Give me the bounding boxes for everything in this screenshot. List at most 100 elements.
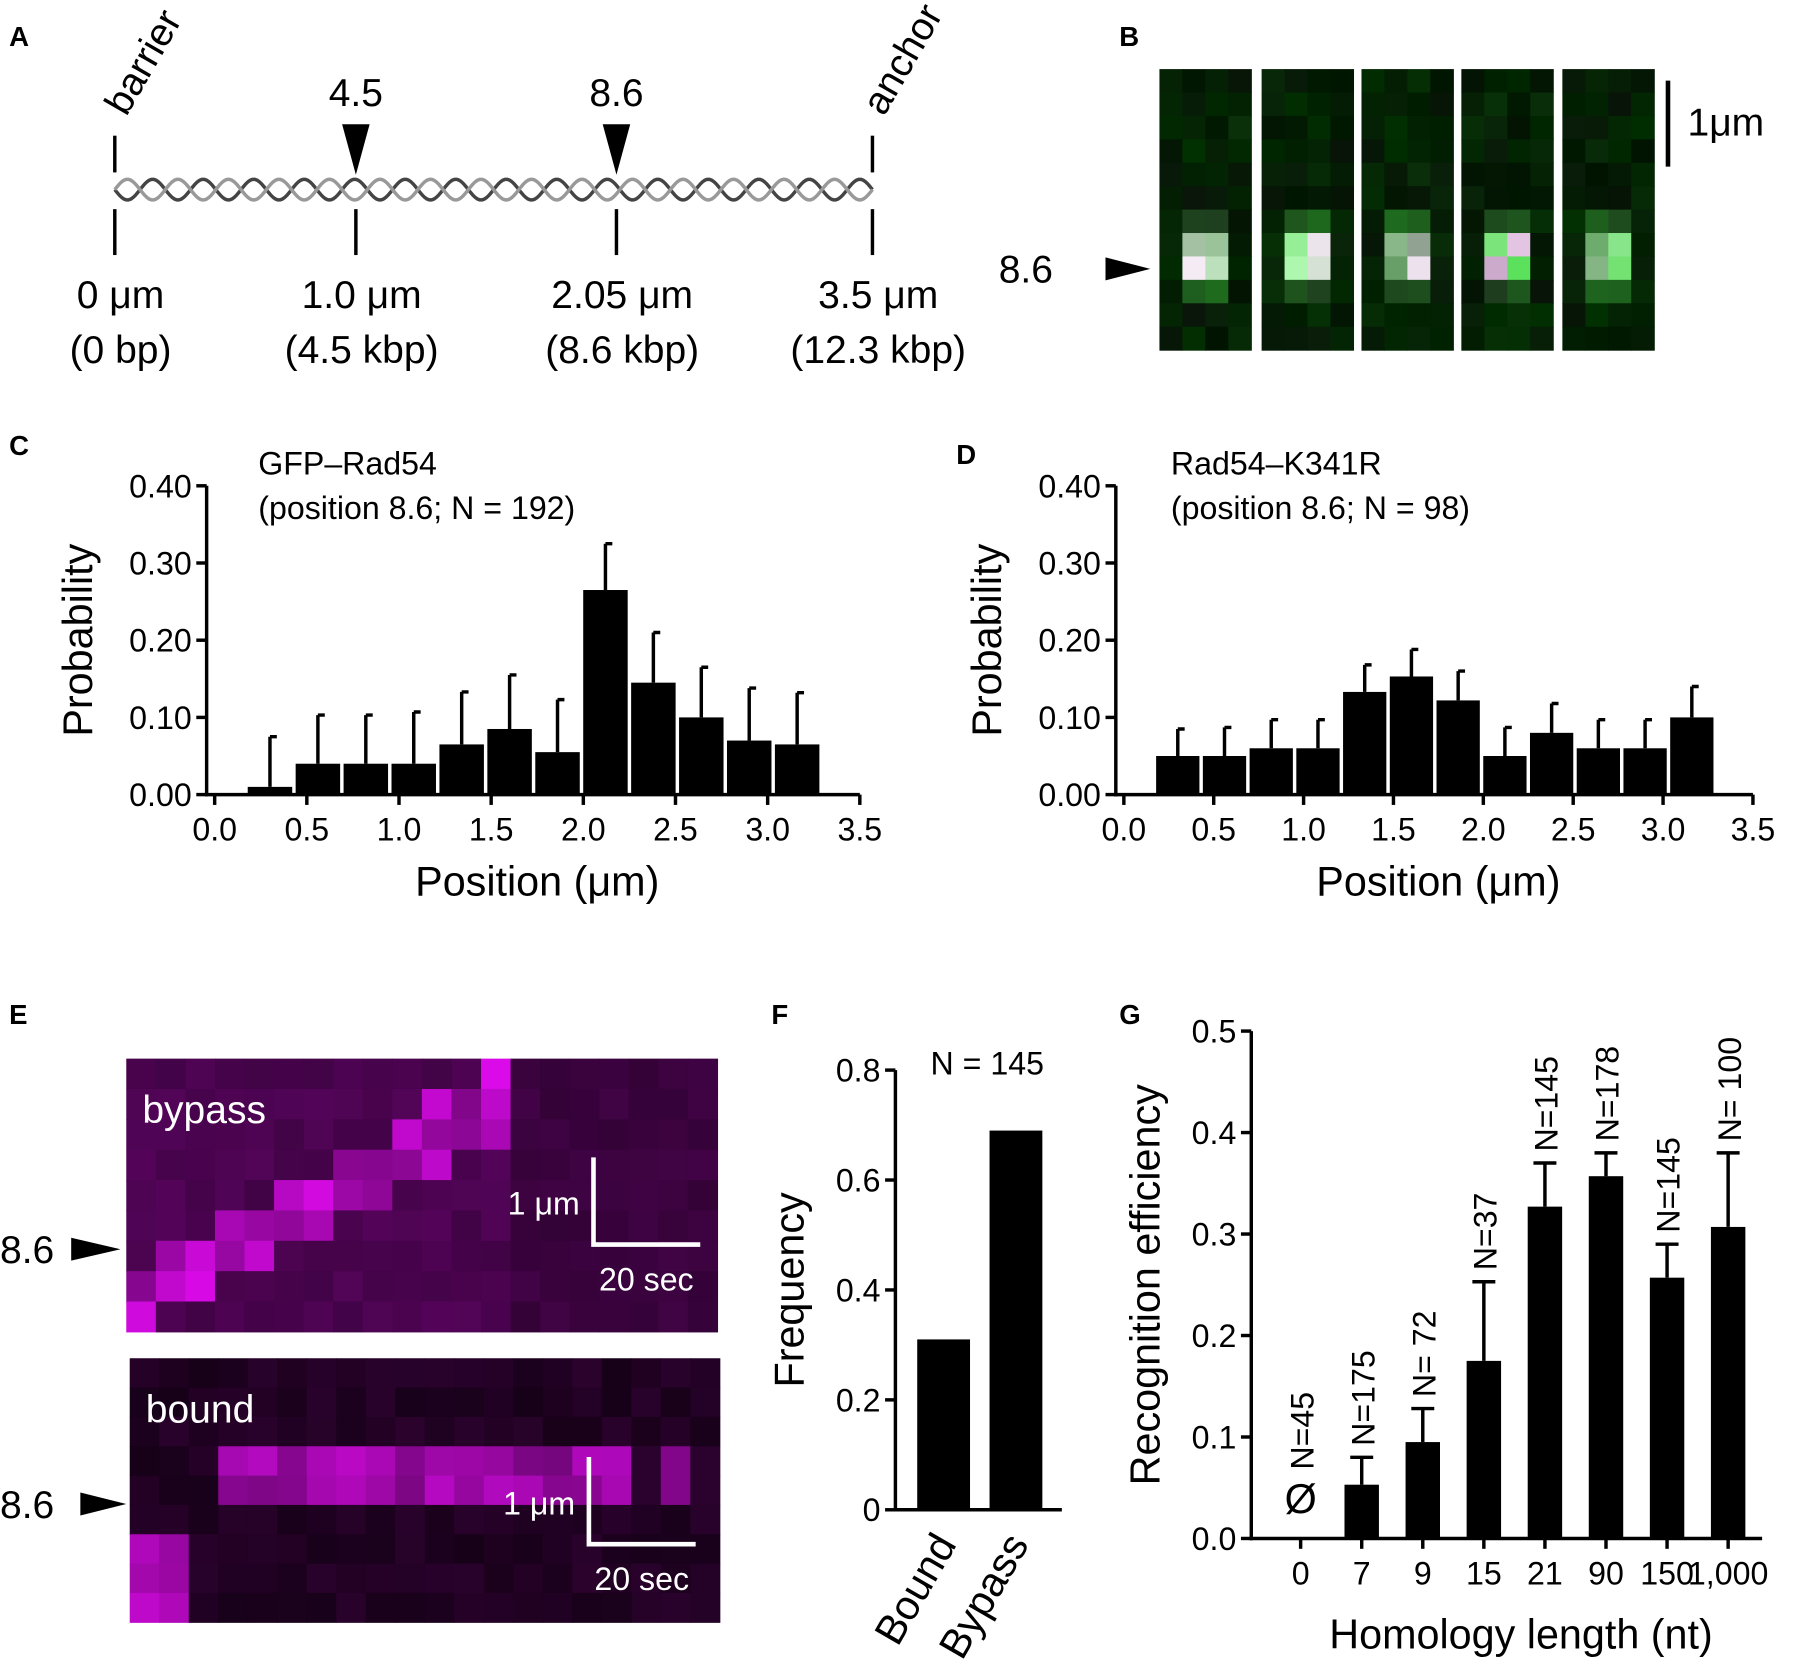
kymo-pixel [454,1534,485,1565]
error-bar [364,713,373,764]
image-pixel [1631,256,1655,281]
kymo-pixel [601,1416,632,1447]
image-pixel [1507,186,1531,211]
image-pixel [1608,279,1632,304]
bar [1529,732,1574,795]
kymo-pixel [333,1149,364,1181]
image-pixel [1384,69,1408,94]
y-tick-label: 0.20 [1038,623,1101,659]
image-pixel [1562,326,1586,351]
image-pixel [1407,256,1431,281]
image-pixel [1228,303,1252,328]
image-pixel [1461,139,1485,164]
bar [631,682,676,795]
kymo-pixel [129,1387,160,1418]
kymo-pixel [126,1210,157,1242]
kymo-pixel [218,1534,249,1565]
kymo-pixel [185,1301,216,1333]
error-bar [1716,1151,1740,1227]
kymo-pixel [424,1358,455,1389]
image-pixel [1562,233,1586,258]
kymo-pixel [454,1446,485,1477]
kymo-pixel [569,1271,600,1303]
image-pixel [1284,186,1309,211]
kymo-pixel [599,1119,630,1151]
kymo-pixel [687,1119,719,1151]
kymo-pixel [362,1271,393,1303]
kymo-pixel [277,1387,308,1418]
scale-label: 20 sec [594,1561,689,1597]
kymo-pixel [395,1416,426,1447]
kymo-pixel [336,1534,367,1565]
dna-ticks [113,135,875,256]
kymo-pixel [333,1058,364,1090]
kymo-pixel [454,1358,485,1389]
y-tick-label: 0.6 [836,1163,881,1199]
kymo-pixel [306,1446,337,1477]
image-pixel [1530,162,1554,187]
x-tick-label: 0.0 [1102,812,1147,848]
kymo-pixel [569,1301,600,1333]
image-pixel [1228,69,1252,94]
y-tick-label: 0.2 [1192,1318,1237,1354]
kymo-pixel [572,1592,603,1623]
bar [583,590,628,795]
kymo-pixel [572,1416,603,1447]
image-pixel [1430,279,1454,304]
kymo-pixel [569,1088,600,1120]
image-pixel [1507,209,1531,234]
image-pixel [1562,92,1586,117]
kymo-pixel [303,1088,334,1120]
kymo-pixel [244,1058,275,1090]
image-pixel [1261,233,1286,258]
image-pixel [1631,139,1655,164]
image-pixel [1330,139,1355,164]
y-tick-label: 0.30 [1038,545,1101,581]
kymo-pixel [214,1119,246,1151]
kymo-pixel [392,1119,423,1151]
kymo-pixel [628,1301,659,1333]
y-axis-label: Recognition efficiency [1122,1084,1168,1485]
kymo-pixel [690,1358,721,1389]
image-pixel [1407,279,1431,304]
site-label: 8.6 [589,72,643,115]
kymo-pixel [362,1210,393,1242]
image-pixel [1307,279,1332,304]
image-pixel [1585,303,1609,328]
image-pixel [1228,139,1252,164]
kymo-pixel [185,1058,216,1090]
kymo-pixel [540,1240,571,1272]
kymo-pixel [599,1058,630,1090]
image-pixel [1307,92,1332,117]
kymo-pixel [129,1534,160,1565]
kymo-pixel [155,1271,186,1303]
kymo-pixel [542,1387,573,1418]
bar [1296,748,1340,795]
site-label: 8.6 [999,249,1053,292]
kymo-pixel [513,1387,544,1418]
bar [917,1339,971,1510]
image-pixel [1608,115,1632,140]
kymo-pixel [392,1210,423,1242]
kymo-pixel [126,1180,157,1211]
kymo-pixel [628,1058,659,1090]
bar [1344,1484,1379,1539]
image-pixel [1261,279,1286,304]
image-pixel [1631,162,1655,187]
kymo-pixel [542,1563,573,1594]
kymo-pixel [483,1387,514,1418]
image-pixel [1407,115,1431,140]
image-pixel [1159,92,1183,117]
y-tick-label: 0.10 [129,700,192,736]
chart-title: GFP–Rad54 [258,445,437,481]
kymo-pixel [303,1271,334,1303]
image-pixel [1307,186,1332,211]
image-pixel [1562,303,1586,328]
scale-label: 1 μm [503,1485,575,1521]
kymo-pixel [214,1149,246,1181]
kymo-pixel [336,1358,367,1389]
kymo-pixel [658,1149,689,1181]
kymo-pixel [333,1240,364,1272]
x-tick-label: 1.0 [377,812,422,848]
